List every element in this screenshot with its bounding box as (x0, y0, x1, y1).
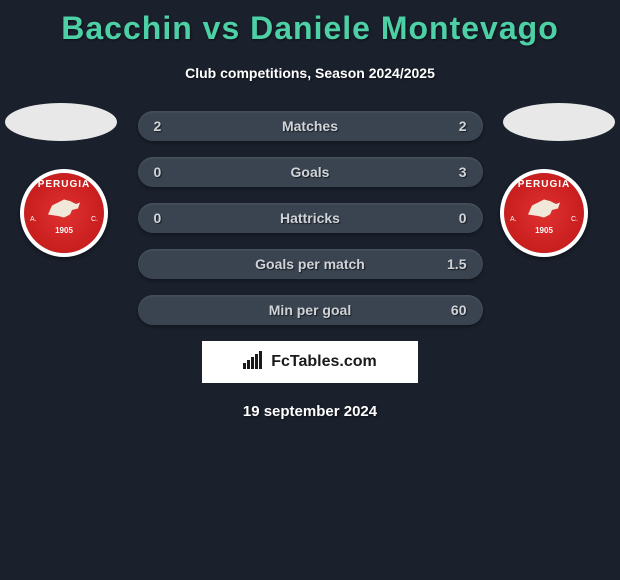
stat-label: Matches (282, 118, 338, 134)
badge-year: 1905 (55, 226, 73, 235)
stat-right-value: 3 (427, 164, 467, 180)
badge-ac-right: C. (571, 216, 578, 223)
comparison-subtitle: Club competitions, Season 2024/2025 (0, 65, 620, 81)
right-club-badge: PERUGIA A. C. 1905 (500, 169, 600, 257)
stat-row: Goals per match 1.5 (138, 249, 483, 279)
comparison-title: Bacchin vs Daniele Montevago (0, 0, 620, 47)
stat-label: Hattricks (280, 210, 340, 226)
griffin-icon (524, 194, 564, 224)
stat-label: Min per goal (269, 302, 351, 318)
stat-right-value: 0 (426, 210, 466, 226)
branding-box[interactable]: FcTables.com (202, 341, 418, 383)
stat-left-value: 0 (154, 164, 194, 180)
badge-club-name: PERUGIA (38, 179, 91, 190)
griffin-icon (44, 194, 84, 224)
stat-row: 2 Matches 2 (138, 111, 483, 141)
perugia-badge-icon: PERUGIA A. C. 1905 (20, 169, 108, 257)
stat-row: 0 Hattricks 0 (138, 203, 483, 233)
right-player-oval (503, 103, 615, 141)
stat-row: 0 Goals 3 (138, 157, 483, 187)
left-club-badge: PERUGIA A. C. 1905 (20, 169, 120, 257)
date-label: 19 september 2024 (0, 403, 620, 420)
badge-club-name: PERUGIA (518, 179, 571, 190)
stat-label: Goals (291, 164, 330, 180)
stat-row: Min per goal 60 (138, 295, 483, 325)
stat-label: Goals per match (255, 256, 365, 272)
stat-right-value: 2 (427, 118, 467, 134)
stat-left-value: 2 (154, 118, 194, 134)
bar-chart-icon (243, 351, 265, 374)
badge-ac-left: A. (510, 216, 517, 223)
branding-text: FcTables.com (271, 353, 377, 371)
stat-right-value: 60 (426, 302, 466, 318)
perugia-badge-icon: PERUGIA A. C. 1905 (500, 169, 588, 257)
stat-left-value: 0 (154, 210, 194, 226)
comparison-panel: PERUGIA A. C. 1905 PERUGIA A. C. 1905 2 M… (0, 111, 620, 420)
stat-right-value: 1.5 (426, 256, 466, 272)
left-player-oval (5, 103, 117, 141)
badge-ac-left: A. (30, 216, 37, 223)
badge-ac-right: C. (91, 216, 98, 223)
badge-year: 1905 (535, 226, 553, 235)
